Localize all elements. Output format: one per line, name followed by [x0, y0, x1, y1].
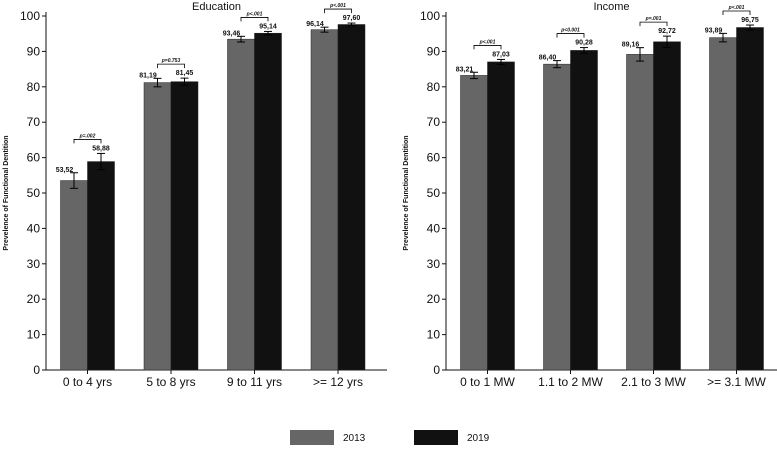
bar-2013 [626, 54, 654, 371]
significance-bracket [639, 21, 668, 27]
bar-2013 [460, 75, 488, 371]
y-tick-label: 40 [27, 221, 41, 235]
bar-2013 [143, 82, 172, 371]
significance-bracket [157, 63, 185, 69]
chart-education: Education Prevelence of Functional Dentit… [3, 1, 387, 389]
chart-income: Income Prevelence of Functional Dentition… [403, 1, 777, 389]
y-tick-label: 40 [427, 221, 441, 235]
legend-label-2013: 2013 [343, 433, 366, 444]
x-tick-label: 2.1 to 3 MW [621, 375, 686, 389]
significance-bracket [73, 139, 102, 144]
y-tick-label: 30 [27, 257, 41, 271]
data-label: 92,72 [658, 28, 676, 35]
significance-bracket [473, 45, 502, 50]
significance-bracket [324, 8, 352, 14]
y-tick-label: 0 [433, 363, 440, 377]
bar-2019 [487, 61, 515, 371]
data-label: 90,28 [575, 40, 593, 47]
y-tick-label: 10 [27, 328, 41, 342]
x-tick-label: >= 12 yrs [313, 375, 363, 389]
bar-2019 [87, 161, 115, 371]
x-tick-label: 0 to 1 MW [460, 375, 515, 389]
data-label: 93,46 [223, 30, 241, 37]
y-tick-label: 100 [20, 9, 40, 23]
p-value-label: p=.002 [79, 133, 96, 139]
y-tick-label: 0 [33, 363, 40, 377]
bar-2019 [570, 50, 598, 371]
y-tick-label: 70 [27, 115, 41, 129]
bar-2019 [736, 27, 764, 371]
bar-2013 [310, 29, 339, 371]
bar-2013 [543, 63, 571, 371]
y-tick-label: 20 [427, 292, 441, 306]
significance-bracket [722, 10, 751, 16]
data-label: 95,14 [259, 23, 277, 30]
p-value-label: p<.001 [246, 11, 263, 17]
bar-2019 [254, 32, 282, 371]
y-tick-label: 20 [27, 292, 41, 306]
data-label: 81,19 [139, 72, 157, 79]
p-value-label: p<.001 [479, 39, 496, 45]
y-axis-label: Prevelence of Functional Dentition [403, 135, 410, 250]
y-tick-label: 70 [427, 115, 441, 129]
y-axis-label: Prevelence of Functional Dentition [3, 135, 10, 250]
data-label: 96,14 [306, 21, 324, 28]
y-tick-label: 10 [427, 328, 441, 342]
legend-label-2019: 2019 [467, 433, 490, 444]
data-label: 83,21 [456, 66, 474, 73]
data-label: 86,40 [539, 55, 557, 62]
p-value-label: p=0.753 [161, 58, 181, 64]
significance-bracket [240, 17, 269, 22]
bar-2019 [170, 81, 199, 371]
y-tick-label: 90 [27, 44, 41, 58]
p-value-label: p<0.001 [560, 28, 580, 34]
data-label: 97,60 [343, 15, 361, 22]
bar-2019 [653, 41, 681, 371]
x-tick-label: 9 to 11 yrs [227, 375, 282, 389]
y-tick-label: 100 [420, 9, 440, 23]
legend-swatch-2019 [414, 430, 458, 445]
legend: 2013 2019 [290, 430, 490, 445]
p-value-label: p<.001 [728, 5, 745, 11]
chart-title: Income [593, 1, 629, 13]
x-tick-label: >= 3.1 MW [707, 375, 766, 389]
y-tick-label: 80 [427, 80, 441, 94]
legend-swatch-2013 [290, 430, 334, 445]
significance-bracket [556, 33, 585, 38]
y-tick-label: 30 [427, 257, 441, 271]
data-label: 81,45 [176, 70, 194, 77]
bar-2013 [709, 37, 737, 371]
data-label: 87,03 [492, 51, 510, 58]
chart-title: Education [192, 1, 241, 13]
data-label: 96,75 [741, 17, 759, 24]
bar-2013 [227, 38, 255, 371]
x-tick-label: 5 to 8 yrs [146, 375, 195, 389]
y-tick-label: 50 [27, 186, 41, 200]
x-tick-label: 0 to 4 yrs [63, 375, 112, 389]
p-value-label: p<.001 [329, 3, 346, 9]
data-label: 93,89 [705, 27, 723, 34]
y-tick-label: 50 [427, 186, 441, 200]
bar-2013 [60, 180, 88, 371]
x-tick-label: 1.1 to 2 MW [538, 375, 603, 389]
y-tick-label: 60 [427, 151, 441, 165]
data-label: 89,16 [622, 42, 640, 49]
p-value-label: p=.001 [645, 16, 662, 22]
y-tick-label: 60 [27, 151, 41, 165]
y-tick-label: 90 [427, 44, 441, 58]
bar-2019 [337, 24, 366, 371]
data-label: 58,88 [92, 145, 110, 152]
data-label: 53,52 [56, 167, 74, 174]
y-tick-label: 80 [27, 80, 41, 94]
